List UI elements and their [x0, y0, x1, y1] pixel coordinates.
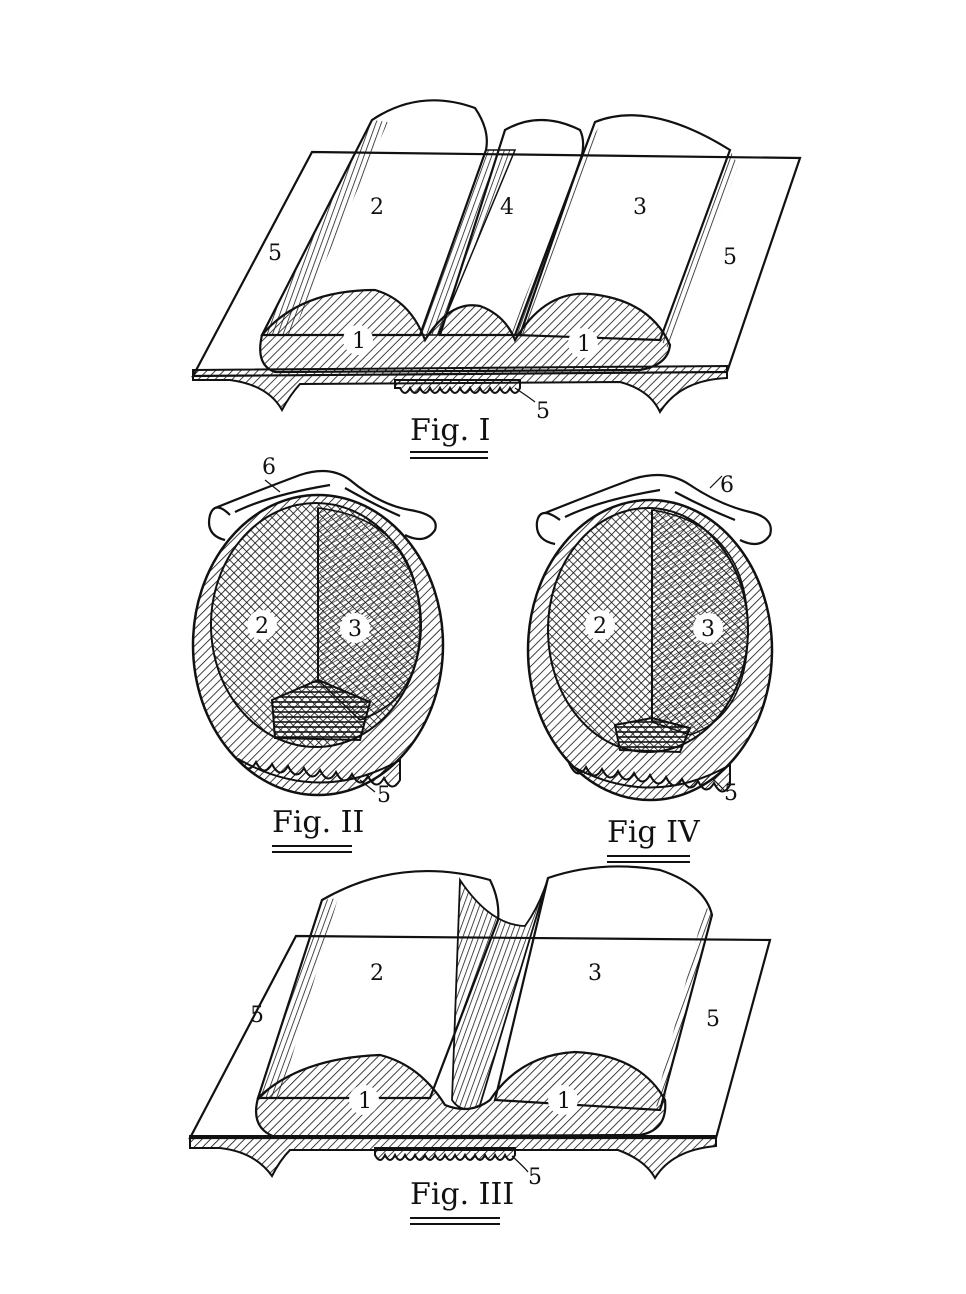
fig3-lobe-3-edge [655, 905, 712, 1110]
fig1-mass-1 [260, 290, 670, 372]
fig1-label-3: 3 [633, 195, 647, 220]
fig1-label-2: 2 [370, 195, 384, 220]
fig1-label-4: 4 [500, 195, 514, 220]
fig1-label-5-right: 5 [723, 245, 737, 270]
figure-2: 6 2 3 5 Fig. II [193, 455, 443, 852]
figure-4: 6 2 3 5 Fig IV [528, 473, 772, 862]
fig1-caption: Fig. I [410, 413, 491, 448]
fig2-label-6: 6 [262, 455, 276, 480]
fig4-label-2: 2 [593, 614, 607, 639]
fig3-label-5-tread: 5 [528, 1165, 542, 1190]
fig1-label-5-tread: 5 [536, 399, 550, 424]
fig2-label-5: 5 [377, 783, 391, 808]
fig2-caption: Fig. II [272, 805, 364, 840]
fig3-label-1-right: 1 [557, 1089, 571, 1114]
fig2-tube-leader [265, 480, 280, 492]
fig2-label-3: 3 [348, 617, 362, 642]
fig2-label-2: 2 [255, 614, 269, 639]
fig4-label-6: 6 [720, 473, 734, 498]
fig1-tread [395, 380, 520, 393]
fig4-caption: Fig IV [607, 815, 701, 850]
fig1-label-1-right: 1 [577, 332, 591, 357]
fig3-tread [375, 1148, 515, 1160]
fig3-label-5-right: 5 [706, 1007, 720, 1032]
fig3-label-2: 2 [370, 961, 384, 986]
fig3-tread-leader [512, 1156, 528, 1172]
fig3-caption: Fig. III [410, 1177, 514, 1212]
fig3-label-1-left: 1 [358, 1089, 372, 1114]
figure-1: 1 1 2 4 3 5 5 5 Fig. I [193, 100, 800, 458]
fig1-label-1-left: 1 [352, 329, 366, 354]
fig4-label-5: 5 [724, 781, 738, 806]
fig3-label-5-left: 5 [250, 1003, 264, 1028]
fig1-label-5-left: 5 [268, 241, 282, 266]
fig1-tread-leader [515, 388, 535, 402]
fig4-label-3: 3 [701, 617, 715, 642]
fig3-label-3: 3 [588, 961, 602, 986]
figure-3: 1 1 2 3 5 5 5 Fig. III [190, 866, 770, 1224]
